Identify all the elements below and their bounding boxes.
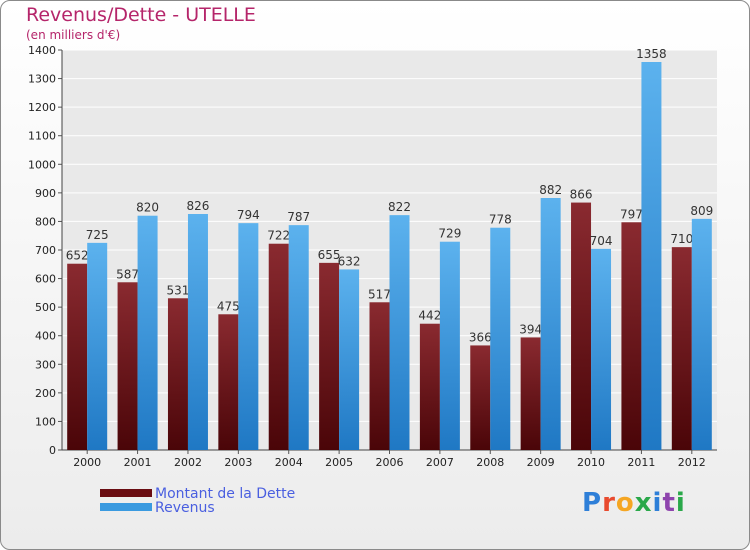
y-tick-label: 1000 [28,158,56,171]
x-tick-label: 2004 [275,456,303,469]
data-label-debt: 517 [368,287,391,301]
bar-debt [621,222,642,450]
bar-revenue [137,215,158,450]
logo-letter: i [652,488,663,518]
x-tick-label: 2006 [376,456,404,469]
data-label-revenue: 787 [287,210,310,224]
bar-debt [268,243,289,450]
data-label-revenue: 729 [438,227,461,241]
chart-title: Revenus/Dette - UTELLE [26,4,256,26]
chart-subtitle: (en milliers d'€) [26,28,121,42]
y-tick-label: 1300 [28,73,56,86]
data-label-revenue: 820 [136,201,159,215]
data-label-revenue: 794 [237,208,260,222]
y-tick-label: 1200 [28,101,56,114]
data-label-debt: 475 [217,299,240,313]
bar-debt [470,345,491,450]
bar-debt [571,202,592,450]
bar-debt [319,262,340,450]
y-tick-label: 800 [35,215,56,228]
bar-revenue [641,62,662,450]
bar-debt [520,337,541,450]
y-tick-label: 900 [35,187,56,200]
data-label-debt: 394 [519,322,542,336]
data-label-revenue: 725 [86,228,109,242]
bar-revenue [187,214,208,450]
bar-revenue [389,215,410,450]
x-tick-label: 2007 [426,456,454,469]
x-tick-label: 2005 [325,456,353,469]
y-tick-label: 1400 [28,44,56,57]
y-tick-label: 1100 [28,130,56,143]
logo-letter: i [675,488,686,518]
y-tick-label: 500 [35,301,56,314]
legend-label-debt: Montant de la Dette [155,486,296,502]
logo-letter: x [634,488,653,518]
bar-debt [419,323,440,450]
x-tick-label: 2003 [224,456,252,469]
bar-debt [218,314,239,450]
x-tick-label: 2002 [174,456,202,469]
data-label-debt: 531 [167,283,190,297]
y-tick-label: 200 [35,387,56,400]
data-label-revenue: 822 [388,200,411,214]
data-label-revenue: 1358 [636,47,667,61]
y-tick-label: 600 [35,273,56,286]
x-tick-label: 2010 [577,456,605,469]
bar-revenue [439,241,460,450]
data-label-debt: 797 [620,207,643,221]
bar-revenue [540,198,561,450]
data-label-revenue: 704 [590,234,613,248]
x-tick-label: 2008 [476,456,504,469]
bar-revenue [238,223,259,450]
legend-swatch-debt [100,489,152,497]
y-tick-label: 0 [49,444,56,457]
bar-revenue [691,218,712,450]
x-tick-label: 2000 [73,456,101,469]
data-label-revenue: 882 [539,183,562,197]
data-label-debt: 366 [469,330,492,344]
data-label-debt: 866 [570,188,593,202]
data-label-debt: 442 [418,309,441,323]
data-label-revenue: 809 [690,204,713,218]
data-label-debt: 722 [267,229,290,243]
x-tick-label: 2001 [124,456,152,469]
bar-debt [167,298,188,450]
logo-letter: P [582,488,603,518]
y-tick-label: 100 [35,415,56,428]
y-tick-label: 300 [35,358,56,371]
x-tick-label: 2012 [678,456,706,469]
data-label-debt: 652 [66,249,89,263]
bar-revenue [339,269,360,450]
legend-label-revenue: Revenus [155,500,215,516]
x-tick-label: 2011 [627,456,655,469]
bar-debt [369,302,390,450]
logo-letter: t [662,488,676,518]
bar-revenue [591,248,612,450]
bar-revenue [288,225,309,450]
x-tick-label: 2009 [527,456,555,469]
logo-letter: o [615,488,635,518]
y-tick-label: 700 [35,244,56,257]
data-label-debt: 587 [116,267,139,281]
logo-letter: r [602,488,616,518]
data-label-debt: 655 [318,248,341,262]
data-label-debt: 710 [670,232,693,246]
legend-swatch-revenue [100,503,152,511]
bar-revenue [490,227,511,450]
proxiti-logo: Proxiti [582,488,686,518]
data-label-revenue: 778 [489,213,512,227]
bar-debt [671,247,692,450]
bar-debt [117,282,138,450]
bar-revenue [87,242,108,450]
data-label-revenue: 632 [338,254,361,268]
bar-debt [67,263,88,450]
y-tick-label: 400 [35,330,56,343]
data-label-revenue: 826 [187,199,210,213]
